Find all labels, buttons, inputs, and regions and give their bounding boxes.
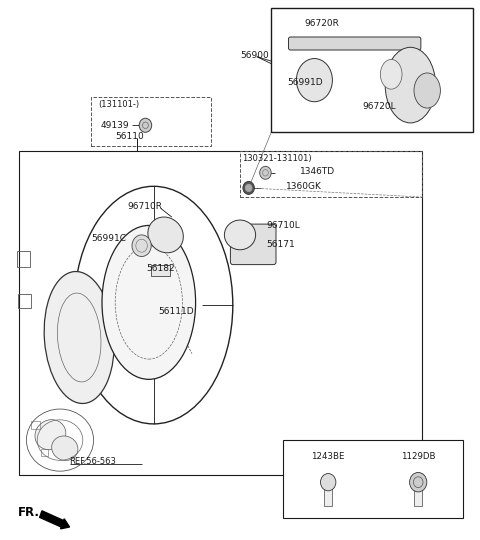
Bar (324, 482, 332, 507)
Circle shape (321, 474, 336, 491)
Text: 1346TD: 1346TD (300, 167, 335, 176)
Text: 130321-131101): 130321-131101) (242, 154, 312, 163)
Bar (41, 449, 48, 456)
Text: 56111D: 56111D (158, 307, 194, 316)
Bar (414, 482, 422, 507)
Circle shape (139, 118, 152, 132)
Text: 56991C: 56991C (91, 234, 126, 243)
Circle shape (260, 166, 271, 179)
FancyArrow shape (40, 511, 70, 529)
Text: 56110: 56110 (115, 132, 144, 140)
Text: 1129DB: 1129DB (401, 452, 435, 461)
Bar (283, 440, 463, 518)
Text: 96720R: 96720R (305, 19, 340, 28)
Text: 56900: 56900 (240, 51, 269, 59)
Ellipse shape (380, 59, 402, 89)
Text: 49139: 49139 (101, 121, 130, 130)
FancyBboxPatch shape (288, 37, 421, 50)
Text: 56171: 56171 (266, 240, 295, 248)
Circle shape (243, 181, 254, 194)
Ellipse shape (52, 436, 78, 461)
Bar (91, 97, 211, 146)
Text: 96710L: 96710L (266, 221, 300, 230)
Text: 56182: 56182 (146, 264, 175, 273)
Text: 1360GK: 1360GK (286, 182, 322, 191)
Text: FR.: FR. (18, 507, 40, 519)
Ellipse shape (44, 272, 114, 403)
Circle shape (409, 472, 427, 492)
Bar (31, 421, 40, 429)
Ellipse shape (148, 217, 183, 253)
Text: REF.56-563: REF.56-563 (70, 457, 117, 466)
FancyBboxPatch shape (230, 224, 276, 265)
Bar (17, 251, 30, 267)
Circle shape (245, 184, 252, 192)
Text: (131101-): (131101-) (98, 100, 140, 109)
Text: 96720L: 96720L (362, 102, 396, 111)
Ellipse shape (35, 420, 66, 450)
Ellipse shape (414, 73, 441, 108)
Bar (271, 8, 473, 132)
Bar (240, 151, 422, 197)
Text: 96710R: 96710R (127, 202, 162, 211)
Ellipse shape (225, 220, 255, 250)
Ellipse shape (102, 226, 196, 379)
Bar (18, 294, 31, 308)
Circle shape (132, 235, 151, 256)
Bar (19, 151, 422, 475)
Text: 56991D: 56991D (287, 78, 323, 86)
Text: 1243BE: 1243BE (312, 452, 345, 461)
Ellipse shape (296, 58, 332, 102)
Bar (151, 265, 170, 276)
Ellipse shape (385, 48, 435, 123)
